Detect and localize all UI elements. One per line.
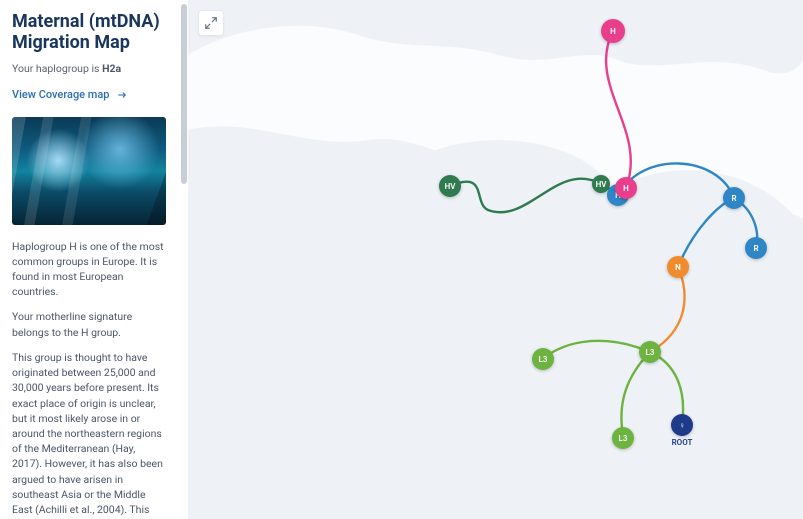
hero-image: [12, 117, 166, 225]
haplogroup-node-l3c[interactable]: L3: [532, 348, 554, 370]
haplogroup-node-n[interactable]: N: [667, 256, 689, 278]
app-root: Maternal (mtDNA) Migration Map Your hapl…: [0, 0, 803, 519]
haplogroup-line: Your haplogroup is H2a: [12, 61, 166, 76]
edge-l3a-n: [650, 267, 685, 352]
haplogroup-node-hv1[interactable]: HV: [439, 175, 461, 197]
haplogroup-prefix: Your haplogroup is: [12, 62, 102, 75]
haplogroup-node-l3b[interactable]: L3: [612, 427, 634, 449]
haplogroup-node-hpink1[interactable]: H: [615, 177, 637, 199]
haplogroup-node-l3a[interactable]: L3: [639, 341, 661, 363]
body-paragraph: This group is thought to have originated…: [12, 350, 166, 519]
edge-l3a-l3c: [543, 341, 650, 359]
edge-l3a-l3b: [621, 352, 650, 438]
haplogroup-value: H2a: [102, 62, 121, 75]
haplogroup-node-r1[interactable]: R: [723, 187, 745, 209]
page-title: Maternal (mtDNA) Migration Map: [12, 12, 166, 53]
edge-hv2-hv1: [450, 179, 601, 213]
sidebar-scrollbar-thumb[interactable]: [181, 4, 187, 184]
edge-n-r1: [678, 198, 734, 267]
map-area[interactable]: ♀L3L3L3NRRHVHVHHH ROOT: [188, 0, 803, 519]
arrow-right-icon: [116, 90, 128, 100]
coverage-link-label: View Coverage map: [12, 87, 110, 103]
haplogroup-node-root[interactable]: ♀: [671, 414, 693, 436]
haplogroup-node-hpink2[interactable]: H: [601, 19, 625, 43]
body-paragraph: Your motherline signature belongs to the…: [12, 309, 166, 339]
root-caption: ROOT: [672, 438, 693, 447]
edge-hpink1-hpink2: [606, 31, 631, 188]
body-paragraph: Haplogroup H is one of the most common g…: [12, 239, 166, 300]
migration-graph-edges: [188, 0, 803, 519]
sidebar: Maternal (mtDNA) Migration Map Your hapl…: [0, 0, 180, 519]
view-coverage-link[interactable]: View Coverage map: [12, 87, 128, 103]
sidebar-scrollbar-track[interactable]: [180, 0, 188, 519]
haplogroup-node-r2[interactable]: R: [745, 237, 767, 259]
